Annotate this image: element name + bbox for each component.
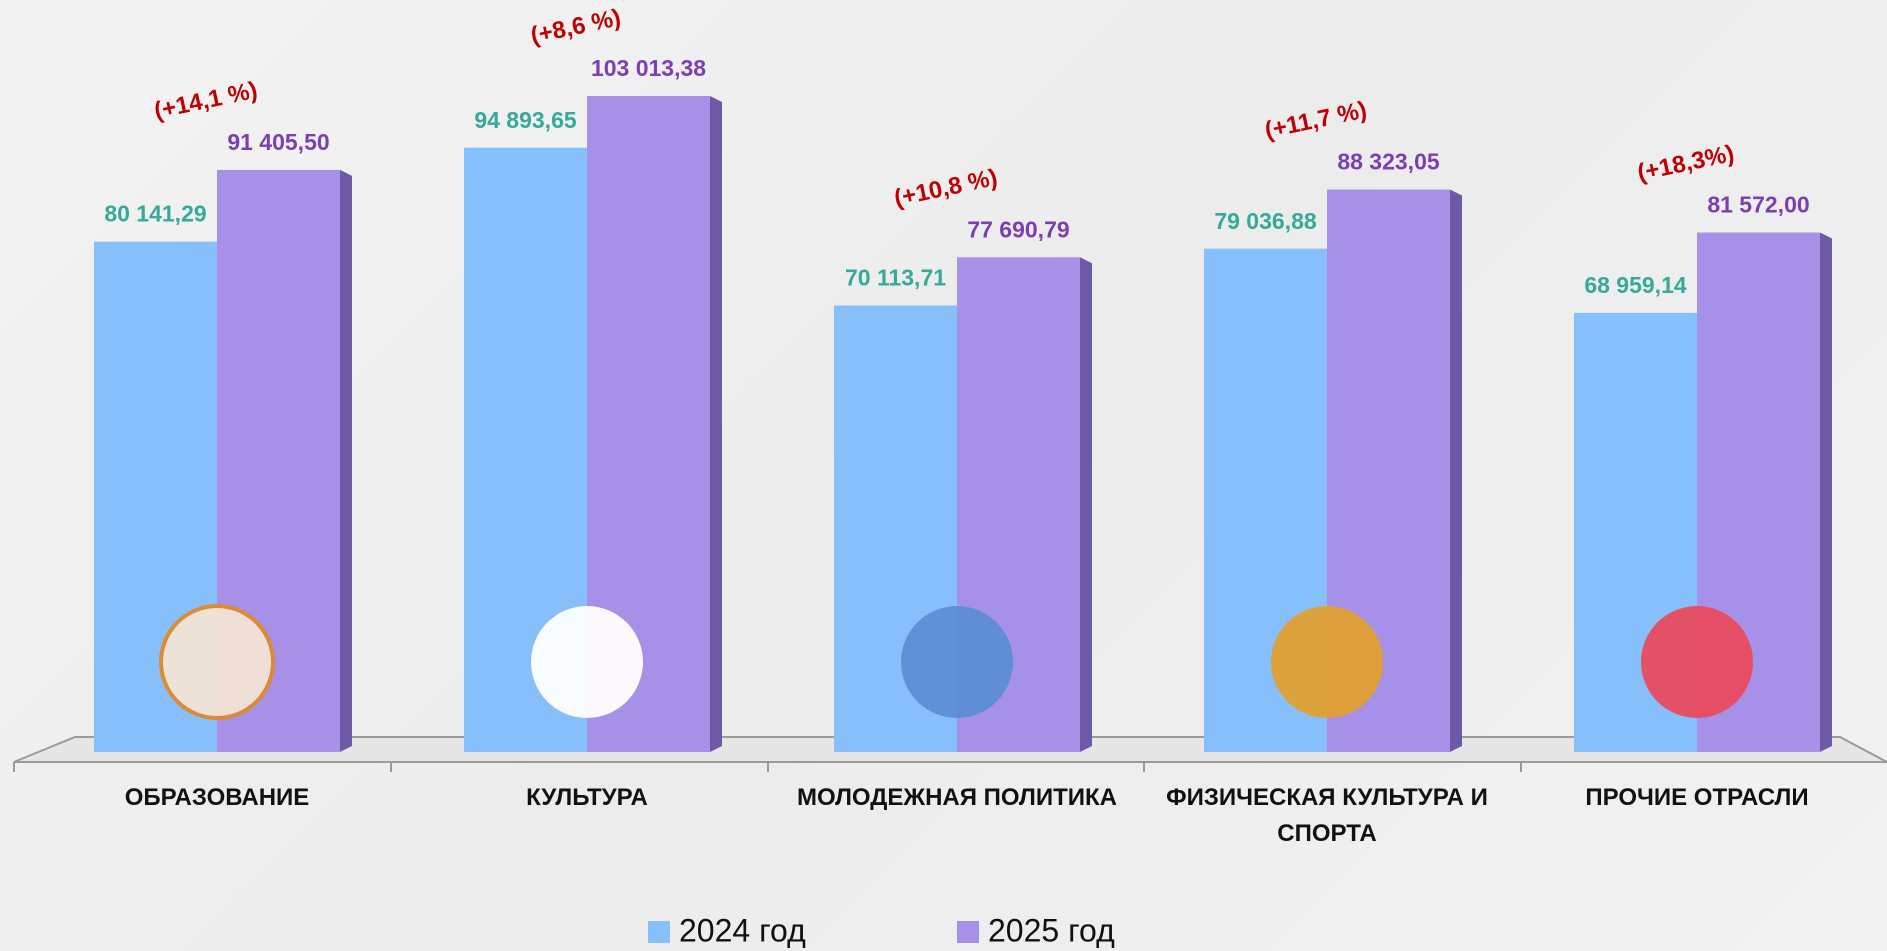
- annotation: (+10,8 %): [892, 164, 1000, 212]
- annotation: (+11,7 %): [1262, 96, 1369, 144]
- category-icon: [901, 606, 1013, 718]
- legend-label: 2024 год: [679, 912, 806, 948]
- x-tick-label: ОБРАЗОВАНИЕ: [124, 784, 310, 811]
- value-label: 94 893,65: [474, 107, 577, 133]
- x-tick-label: ПРОЧИЕ ОТРАСЛИ: [1585, 784, 1809, 811]
- bar-side: [710, 96, 722, 752]
- value-label: 81 572,00: [1707, 192, 1809, 218]
- value-label: 91 405,50: [227, 129, 329, 155]
- category-icon: [1271, 606, 1383, 718]
- value-label: 68 959,14: [1584, 272, 1687, 298]
- category-icon: [531, 606, 643, 718]
- bar-side: [1080, 257, 1092, 752]
- x-tick-label: МОЛОДЕЖНАЯ ПОЛИТИКА: [797, 784, 1117, 811]
- annotation: (+8,6 %): [528, 4, 623, 49]
- bar-side: [1820, 232, 1832, 752]
- value-label: 79 036,88: [1214, 208, 1317, 234]
- bar-side: [340, 169, 352, 753]
- value-label: 103 013,38: [591, 55, 706, 81]
- legend-label: 2025 год: [988, 912, 1115, 948]
- legend-swatch: [957, 921, 979, 943]
- value-label: 77 690,79: [967, 216, 1069, 242]
- x-tick-label: ФИЗИЧЕСКАЯ КУЛЬТУРА И СПОРТА: [1166, 784, 1488, 847]
- category-icon: [1641, 606, 1753, 718]
- category-icon: [159, 604, 275, 720]
- value-label: 80 141,29: [104, 201, 206, 227]
- value-label: 88 323,05: [1337, 149, 1440, 175]
- annotation: (+18,3%): [1635, 140, 1737, 187]
- annotation: (+14,1 %): [152, 77, 260, 125]
- value-label: 70 113,71: [845, 265, 946, 291]
- x-tick-label: КУЛЬТУРА: [526, 784, 648, 811]
- bar-side: [1450, 189, 1462, 752]
- legend-swatch: [648, 921, 670, 943]
